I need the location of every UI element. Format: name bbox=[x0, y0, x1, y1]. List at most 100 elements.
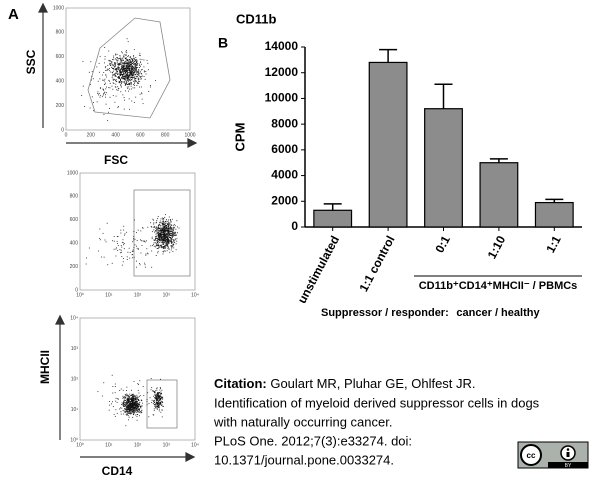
cytometry-dot bbox=[131, 407, 133, 409]
cytometry-dot bbox=[137, 399, 139, 401]
cytometry-dot bbox=[88, 71, 90, 73]
cytometry-dot bbox=[161, 233, 163, 235]
cytometry-dot bbox=[133, 101, 135, 103]
cytometry-dot bbox=[97, 92, 99, 94]
cytometry-dot bbox=[122, 396, 124, 398]
cytometry-dot bbox=[173, 243, 175, 245]
cytometry-dot bbox=[116, 70, 118, 72]
cytometry-dot bbox=[137, 66, 139, 68]
cytometry-dot bbox=[157, 400, 159, 402]
cytometry-dot bbox=[137, 383, 139, 385]
cytometry-dot bbox=[122, 72, 124, 74]
cytometry-dot bbox=[160, 393, 162, 395]
cytometry-dot bbox=[124, 233, 126, 235]
cytometry-dot bbox=[137, 398, 139, 400]
cytometry-dot bbox=[129, 409, 131, 411]
cytometry-dot bbox=[153, 226, 155, 228]
cytometry-dot bbox=[127, 78, 129, 80]
cytometry-dot bbox=[157, 400, 159, 402]
cytometry-dot bbox=[122, 409, 124, 411]
cytometry-dot bbox=[151, 250, 153, 252]
cytometry-dot bbox=[135, 96, 137, 98]
cytometry-dot bbox=[150, 245, 152, 247]
cytometry-dot bbox=[138, 405, 140, 407]
cytometry-dot bbox=[159, 389, 161, 391]
cytometry-dot bbox=[128, 75, 130, 77]
cytometry-dot bbox=[165, 239, 167, 241]
bar bbox=[534, 201, 574, 228]
cytometry-dot bbox=[150, 389, 152, 391]
cytometry-dot bbox=[174, 241, 176, 243]
cytometry-dot bbox=[127, 83, 129, 85]
cytometry-dot bbox=[174, 233, 176, 235]
cytometry-dot bbox=[129, 65, 131, 67]
cytometry-dot bbox=[125, 396, 127, 398]
cytometry-dot bbox=[132, 397, 134, 399]
cytometry-dot bbox=[140, 75, 142, 77]
cytometry-dot bbox=[154, 394, 156, 396]
cytometry-dot bbox=[137, 403, 139, 405]
cytometry-dot bbox=[136, 63, 138, 65]
cytometry-dot bbox=[121, 241, 123, 243]
cytometry-dot bbox=[104, 62, 106, 64]
cytometry-dot bbox=[115, 62, 117, 64]
cytometry-dot bbox=[109, 82, 111, 84]
cytometry-dot bbox=[125, 409, 127, 411]
cytometry-dot bbox=[104, 67, 106, 69]
cytometry-dot bbox=[132, 71, 134, 73]
flow-x-tick-label: 10⁰ bbox=[76, 292, 84, 298]
cytometry-dot bbox=[132, 404, 134, 406]
cytometry-dot bbox=[136, 410, 138, 412]
cytometry-dot bbox=[160, 230, 162, 232]
cytometry-dot bbox=[113, 68, 115, 70]
cytometry-dot bbox=[139, 52, 141, 54]
cytometry-dot bbox=[132, 62, 134, 64]
cytometry-dot bbox=[155, 227, 157, 229]
cytometry-dot bbox=[110, 61, 112, 63]
cytometry-dot bbox=[155, 393, 157, 395]
cytometry-dot bbox=[168, 239, 170, 241]
cytometry-dot bbox=[172, 245, 174, 247]
cytometry-dot bbox=[136, 67, 138, 69]
cytometry-dot bbox=[120, 71, 122, 73]
cytometry-dot bbox=[99, 55, 101, 57]
cytometry-dot bbox=[104, 78, 106, 80]
flow-y-tick-label: 10³ bbox=[71, 346, 79, 352]
cytometry-dot bbox=[168, 248, 170, 250]
cytometry-dot bbox=[158, 237, 160, 239]
cytometry-dot bbox=[155, 243, 157, 245]
cytometry-dot bbox=[117, 398, 119, 400]
cytometry-dot bbox=[133, 411, 135, 413]
cytometry-dot bbox=[139, 401, 141, 403]
cytometry-dot bbox=[159, 231, 161, 233]
cytometry-dot bbox=[163, 247, 165, 249]
cytometry-dot bbox=[131, 250, 133, 252]
cytometry-dot bbox=[111, 76, 113, 78]
cytometry-dot bbox=[128, 401, 130, 403]
cytometry-dot bbox=[130, 68, 132, 70]
cytometry-dot bbox=[133, 410, 135, 412]
cytometry-dot bbox=[126, 69, 128, 71]
cytometry-dot bbox=[98, 92, 100, 94]
cytometry-dot bbox=[129, 74, 131, 76]
cytometry-dot bbox=[129, 64, 131, 66]
cytometry-dot bbox=[125, 62, 127, 64]
cytometry-dot bbox=[132, 67, 134, 69]
cytometry-dot bbox=[130, 88, 132, 90]
cytometry-dot bbox=[147, 253, 149, 255]
y-axis-label: CPM bbox=[232, 123, 247, 152]
cytometry-dot bbox=[155, 407, 157, 409]
cytometry-dot bbox=[112, 406, 114, 408]
cytometry-dot bbox=[104, 94, 106, 96]
cytometry-dot bbox=[124, 81, 126, 83]
flow-x-tick-label: 200 bbox=[87, 132, 96, 138]
cytometry-dot bbox=[130, 407, 132, 409]
cytometry-dot bbox=[123, 234, 125, 236]
cytometry-dot bbox=[135, 57, 137, 59]
flow-x-tick-label: 10⁰ bbox=[76, 442, 84, 448]
cytometry-dot bbox=[168, 227, 170, 229]
cytometry-dot bbox=[134, 81, 136, 83]
cytometry-dot bbox=[168, 234, 170, 236]
cytometry-dot bbox=[129, 395, 131, 397]
cytometry-dot bbox=[168, 242, 170, 244]
